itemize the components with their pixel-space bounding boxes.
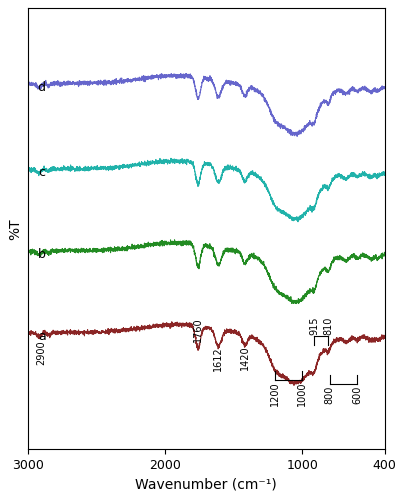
- Text: 1760: 1760: [193, 318, 203, 342]
- Text: 1612: 1612: [213, 346, 224, 370]
- Text: 1000: 1000: [297, 382, 307, 406]
- Y-axis label: %T: %T: [9, 218, 22, 240]
- Text: 600: 600: [352, 386, 362, 404]
- Text: c: c: [39, 166, 46, 179]
- Text: 915: 915: [309, 316, 319, 334]
- Text: d: d: [38, 81, 46, 94]
- Text: b: b: [38, 248, 46, 261]
- Text: 1200: 1200: [270, 382, 280, 406]
- Text: a: a: [38, 330, 46, 343]
- Text: 810: 810: [324, 316, 333, 334]
- X-axis label: Wavenumber (cm⁻¹): Wavenumber (cm⁻¹): [135, 478, 277, 492]
- Text: 1420: 1420: [240, 346, 250, 370]
- Text: 2900: 2900: [36, 340, 47, 364]
- Text: 800: 800: [325, 386, 335, 404]
